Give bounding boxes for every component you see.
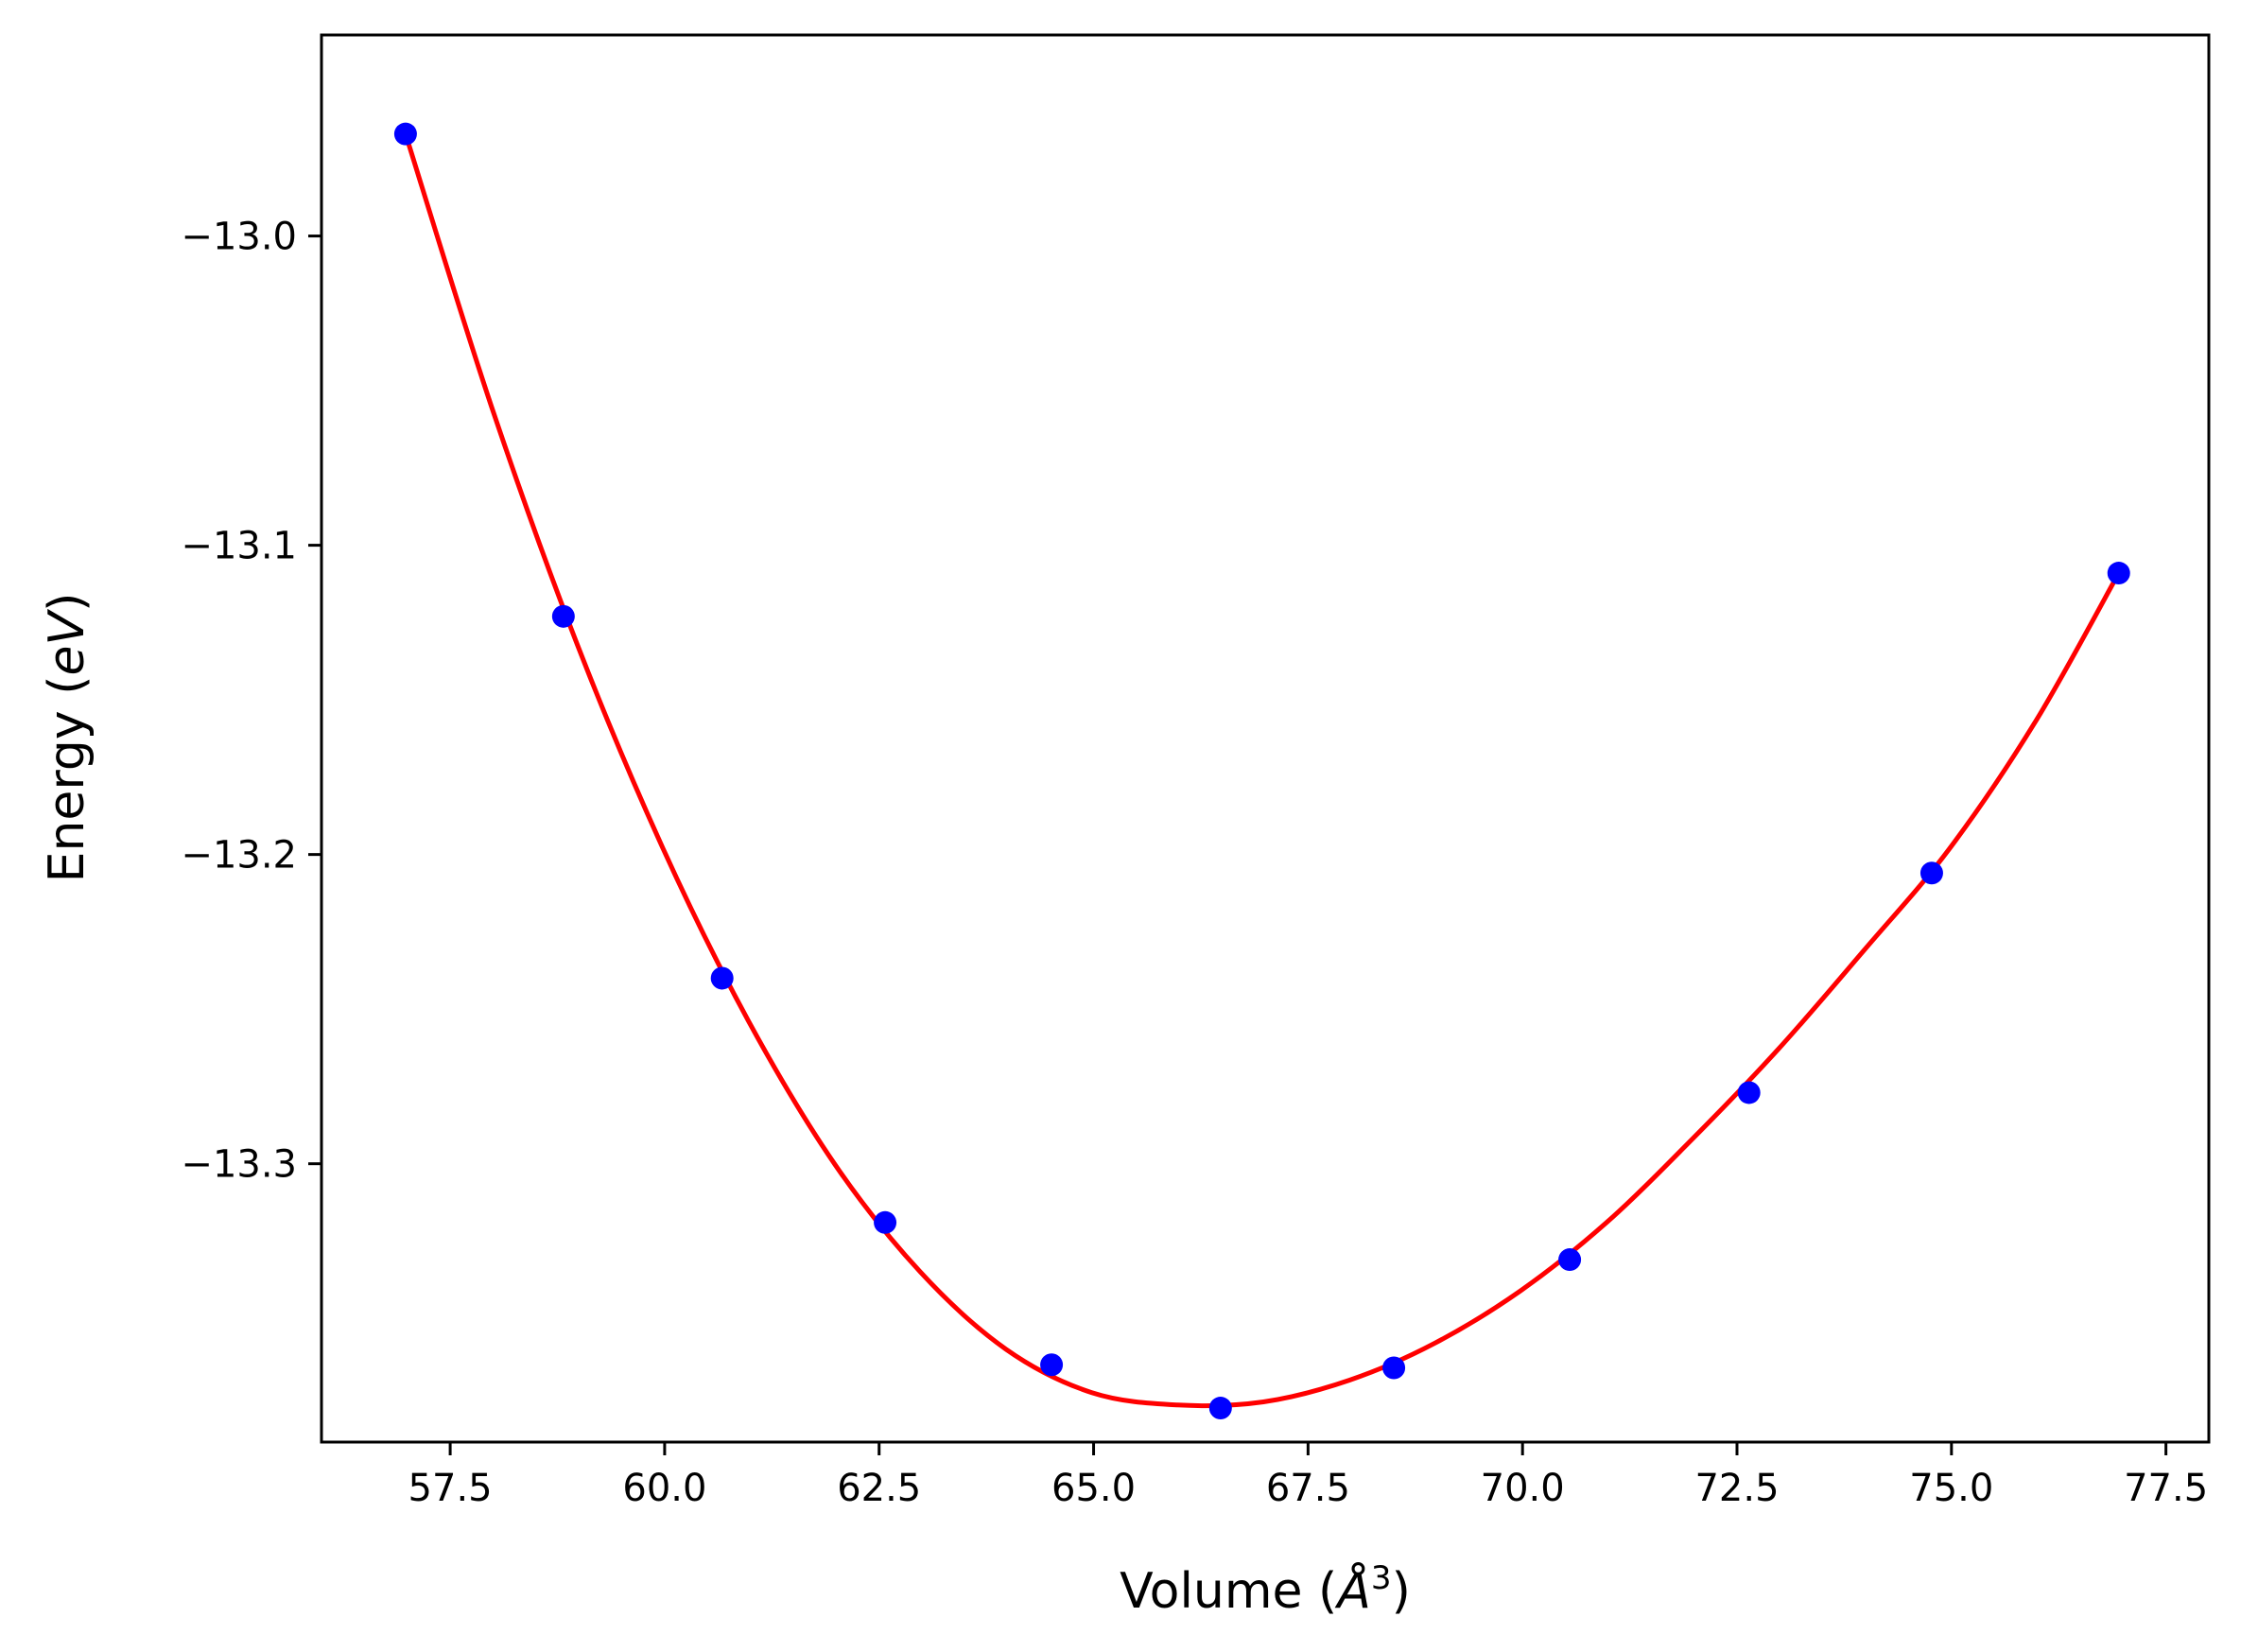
- plot-marks: [393, 122, 2130, 1420]
- data-point: [1208, 1397, 1232, 1420]
- data-point: [1040, 1353, 1064, 1377]
- x-axis-label-suffix: ): [1392, 1563, 1411, 1620]
- data-point: [1919, 861, 1943, 885]
- plot-area-background: [321, 35, 2209, 1442]
- y-axis-label-suffix: ): [39, 593, 96, 612]
- y-tick-label: −13.0: [181, 216, 297, 259]
- x-axis-label: Volume (Å3): [1120, 1559, 1411, 1620]
- y-axis-label: Energy (eV): [39, 593, 96, 883]
- data-point: [1737, 1081, 1761, 1104]
- x-tick-label: 72.5: [1694, 1467, 1779, 1510]
- data-point: [393, 122, 417, 146]
- y-axis-label-prefix: Energy (: [39, 676, 96, 883]
- y-tick-label: −13.3: [181, 1143, 297, 1187]
- x-tick-label: 65.0: [1051, 1467, 1136, 1510]
- y-tick-label: −13.1: [181, 525, 297, 568]
- x-tick-label: 70.0: [1481, 1467, 1565, 1510]
- x-tick-label: 62.5: [837, 1467, 921, 1510]
- x-tick-label: 77.5: [2124, 1467, 2208, 1510]
- x-tick-label: 57.5: [408, 1467, 493, 1510]
- fit-curve: [403, 131, 2122, 1409]
- x-tick-label: 60.0: [622, 1467, 706, 1510]
- y-axis-label-unit: eV: [39, 609, 96, 676]
- x-axis-label-superscript: 3: [1371, 1559, 1392, 1597]
- data-point: [2107, 562, 2130, 585]
- data-point: [874, 1210, 897, 1234]
- x-axis: 57.5 60.0 62.5 65.0 67.5 70.0 72.5 75.0 77.5: [408, 1442, 2208, 1510]
- data-point: [1382, 1356, 1406, 1380]
- x-tick-label: 75.0: [1909, 1467, 1993, 1510]
- data-point: [551, 604, 575, 628]
- y-tick-label: −13.2: [181, 834, 297, 878]
- x-axis-label-prefix: Volume (: [1120, 1563, 1337, 1620]
- plot-frame: [320, 33, 2211, 1444]
- data-point: [710, 966, 734, 990]
- y-axis: −13.0 −13.1 −13.2 −13.3: [181, 216, 321, 1187]
- data-point: [1558, 1248, 1582, 1272]
- x-tick-label: 67.5: [1266, 1467, 1350, 1510]
- x-axis-label-angstrom: Å: [1334, 1561, 1371, 1620]
